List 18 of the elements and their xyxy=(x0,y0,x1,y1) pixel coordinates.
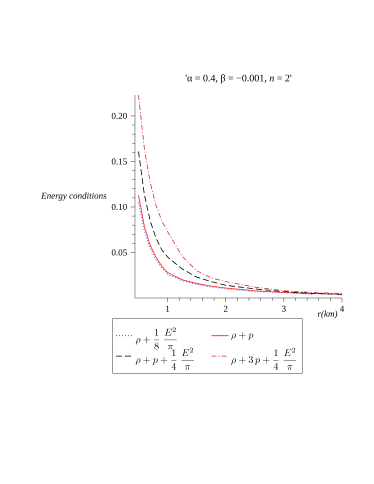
legend-label: $\rho+p$ xyxy=(231,332,254,340)
x-axis-title: r(km) xyxy=(318,310,338,319)
y-tick-label: 0.10 xyxy=(112,204,127,210)
x-tick-label: 3 xyxy=(282,306,286,312)
legend-label: $\rho+p+\dfrac{1}{4}\;\dfrac{E^2}{\pi}$ xyxy=(136,348,194,370)
legend-label: $\rho+\dfrac{1}{8}\;\dfrac{E^2}{\pi}$ xyxy=(136,327,177,350)
line-series xyxy=(138,95,342,294)
legend-label: $\rho+3\,p+\dfrac{1}{4}\;\dfrac{E^2}{\pi}$ xyxy=(231,348,296,370)
y-tick-label: 0.15 xyxy=(112,158,127,165)
x-tick-label: 1 xyxy=(166,306,170,312)
y-tick-label: 0.05 xyxy=(112,249,127,256)
line-series xyxy=(138,202,314,295)
y-axis-title: Energy conditions xyxy=(41,192,106,201)
chart-title: 'α = 0.4, β = −0.001, n = 2' xyxy=(186,74,292,84)
x-tick-label: 4 xyxy=(340,306,344,312)
line-series xyxy=(138,151,342,295)
y-tick-label: 0.20 xyxy=(112,112,127,119)
x-tick-label: 2 xyxy=(224,306,228,312)
